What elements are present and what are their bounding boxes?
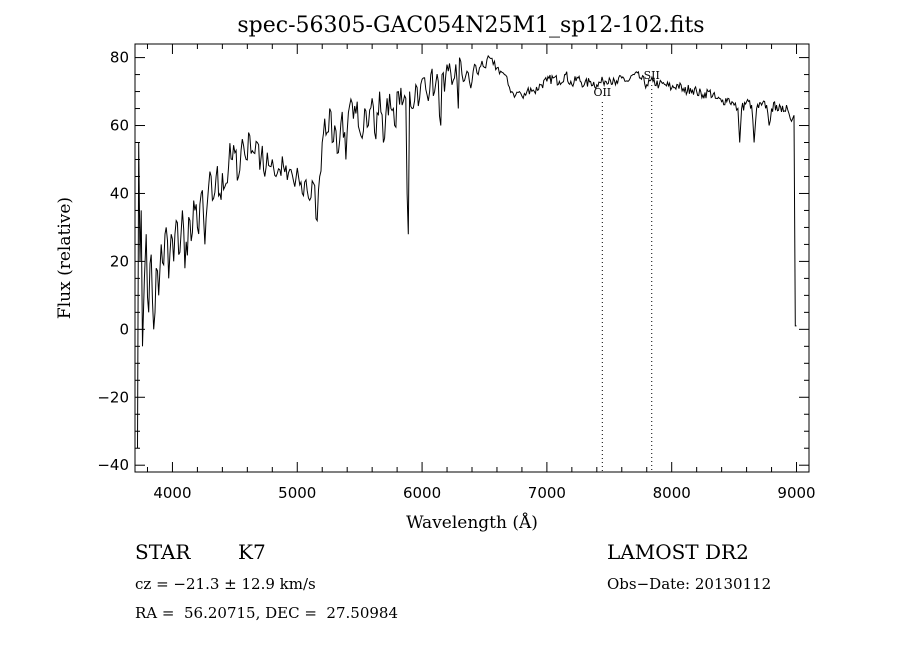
chart-title: spec-56305-GAC054N25M1_sp12-102.fits [237,13,704,38]
redshift-cz: cz = −21.3 ± 12.9 km/s [135,575,316,593]
x-tick-labels: 4000 5000 6000 7000 8000 9000 [153,484,815,502]
x-tick-label: 4000 [153,484,191,502]
y-tick-label: 0 [119,320,129,338]
survey-name: LAMOST DR2 [607,540,749,564]
x-axis-label: Wavelength (Å) [406,512,538,533]
y-tick-label: 60 [110,117,129,135]
line-marker-label: SII [644,69,660,82]
x-tick-label: 5000 [278,484,316,502]
line-marker-label: OII [593,86,611,99]
y-tick-label: 20 [110,252,129,270]
y-tick-labels: −40 −20 0 20 40 60 80 [97,49,129,475]
axis-ticks [135,44,809,472]
line-markers: OII SII [593,69,660,472]
x-tick-label: 7000 [528,484,566,502]
x-tick-label: 9000 [777,484,815,502]
y-tick-label: −40 [97,456,129,474]
spectrum-line [137,54,797,449]
observation-date: Obs−Date: 20130112 [607,575,772,593]
x-tick-label: 6000 [403,484,441,502]
x-tick-label: 8000 [653,484,691,502]
ra-dec: RA = 56.20715, DEC = 27.50984 [135,604,399,622]
y-axis-label: Flux (relative) [55,197,75,319]
y-tick-label: −20 [97,388,129,406]
y-tick-label: 80 [110,49,129,67]
object-type: STAR [135,540,191,564]
plot-frame [134,43,810,473]
y-tick-label: 40 [110,184,129,202]
spectral-subclass: K7 [238,540,266,564]
